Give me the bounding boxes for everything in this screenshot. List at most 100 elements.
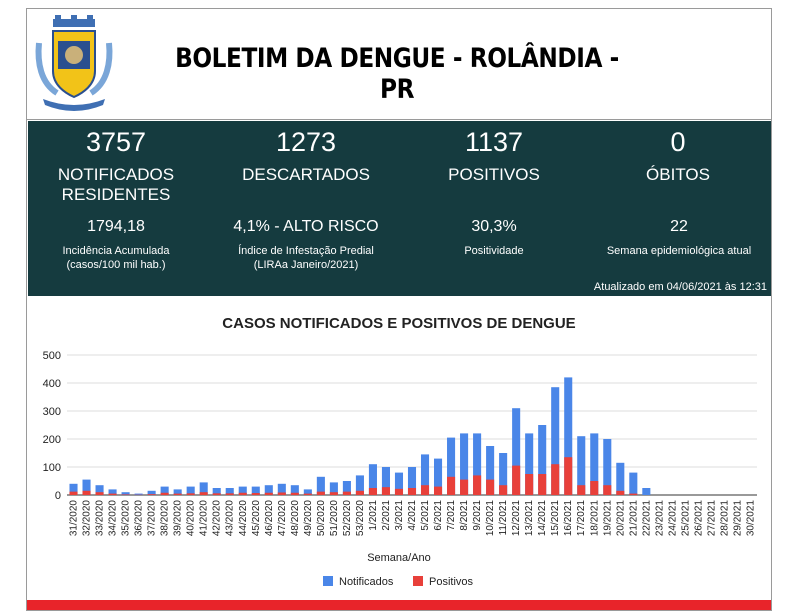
substat-caption: Incidência Acumulada (casos/100 mil hab.… [36,244,196,272]
bar-positivos [212,493,221,495]
stat-label: ÓBITOS [600,165,756,185]
y-tick-label: 300 [43,406,61,418]
y-tick-label: 400 [43,378,61,390]
bar-positivos [199,492,208,495]
x-tick-label: 7/2021 [446,500,457,531]
bar-chart: CASOS NOTIFICADOS E POSITIVOS DE DENGUE … [43,315,757,588]
last-updated: Atualizado em 04/06/2021 às 12:31 [593,281,767,293]
x-tick-label: 46/2020 [264,500,275,537]
substat-value: 30,3% [471,218,517,235]
bar-notificados [642,488,651,495]
x-tick-label: 31/2020 [69,500,80,537]
y-tick-label: 0 [55,490,61,502]
stat-label-line: NOTIFICADOS [57,165,175,184]
bar-notificados [577,436,586,495]
bar-positivos [173,493,182,495]
bar-positivos [629,493,638,495]
x-tick-label: 5/2021 [420,500,431,531]
bar-positivos [603,485,612,495]
bar-positivos [499,485,508,495]
bar-notificados [212,488,221,495]
bulletin-title: BOLETIM DA DENGUE - ROLÂNDIA - PR [175,43,619,105]
x-tick-label: 43/2020 [225,500,236,537]
x-tick-label: 29/2021 [732,500,743,537]
substat-value: 22 [670,218,688,235]
x-tick-label: 24/2021 [667,500,678,537]
bar-positivos [82,490,91,495]
substat-caption-line: (casos/100 mil hab.) [66,259,166,271]
bar-notificados [316,476,325,495]
substat-caption: Positividade [440,244,548,258]
bar-positivos [590,481,599,495]
x-tick-label: 38/2020 [160,500,171,537]
legend: Notificados Positivos [323,576,474,588]
bar-positivos [564,457,573,495]
substat-incidencia: 1794,18 Incidência Acumulada (casos/100 … [36,217,196,272]
stat-value: 0 [670,127,686,157]
stat-value: 1137 [464,127,524,157]
bar-positivos [577,485,586,495]
bar-notificados [590,433,599,495]
bar-positivos [225,493,234,495]
bar-notificados [486,446,495,495]
chart-area: CASOS NOTIFICADOS E POSITIVOS DE DENGUE … [27,297,771,597]
bar-notificados [277,483,286,495]
bar-positivos [316,491,325,495]
bar-positivos [420,485,430,495]
x-tick-label: 20/2021 [615,500,626,537]
city-coat-of-arms-icon [35,15,113,111]
stat-label: POSITIVOS [420,165,568,185]
bar-notificados [460,433,469,495]
bar-positivos [616,490,625,495]
x-tick-label: 26/2021 [693,500,704,537]
bar-notificados [186,486,195,495]
bar-notificados [69,483,78,495]
bar-notificados [525,433,534,495]
header: BOLETIM DA DENGUE - ROLÂNDIA - PR [27,9,771,120]
x-tick-label: 48/2020 [290,500,301,537]
x-tick-label: 10/2021 [485,500,496,537]
substat-caption-line: Incidência Acumulada [62,245,170,257]
x-tick-label: 49/2020 [303,500,314,537]
bar-positivos [108,493,117,495]
stat-label: NOTIFICADOS RESIDENTES [36,165,196,205]
bar-notificados [512,408,521,495]
bar-notificados [199,482,208,495]
bar-notificados [225,488,234,495]
stats-panel: 3757 NOTIFICADOS RESIDENTES 1273 DESCART… [28,121,771,296]
bar-positivos [147,494,156,495]
bar-positivos [381,487,390,495]
bar-positivos [160,492,169,495]
bar-notificados [355,475,364,495]
x-tick-label: 32/2020 [82,500,93,537]
substat-caption: Semana epidemiológica atual [594,244,764,258]
x-tick-label: 13/2021 [524,500,535,537]
bar-notificados [420,454,430,495]
bar-notificados [329,482,338,495]
bar-notificados [264,485,273,495]
x-tick-label: 25/2021 [680,500,691,537]
bulletin-page: BOLETIM DA DENGUE - ROLÂNDIA - PR 3757 N… [26,8,772,611]
substat-caption-line: Semana epidemiológica atual [606,245,752,257]
x-tick-label: 15/2021 [550,500,561,537]
bar-positivos [486,479,495,495]
x-tick-label: 18/2021 [589,500,600,537]
bar-notificados [147,490,156,495]
bar-notificados [368,464,377,495]
x-tick-label: 40/2020 [186,500,197,537]
x-tick-label: 8/2021 [459,500,470,531]
bar-notificados [160,486,169,495]
bar-notificados [173,489,182,495]
chart-title: CASOS NOTIFICADOS E POSITIVOS DE DENGUE [222,315,575,332]
bar-notificados [473,433,482,495]
bar-positivos [473,475,482,495]
bar-positivos [512,465,521,495]
bar-notificados [290,485,299,495]
x-tick-label: 47/2020 [277,500,288,537]
bar-notificados [603,439,612,495]
x-tick-label: 51/2020 [329,500,340,537]
stat-label-line: ÓBITOS [646,165,710,184]
bar-notificados [538,425,547,495]
x-tick-label: 4/2021 [407,500,418,531]
x-tick-label: 17/2021 [576,500,587,537]
